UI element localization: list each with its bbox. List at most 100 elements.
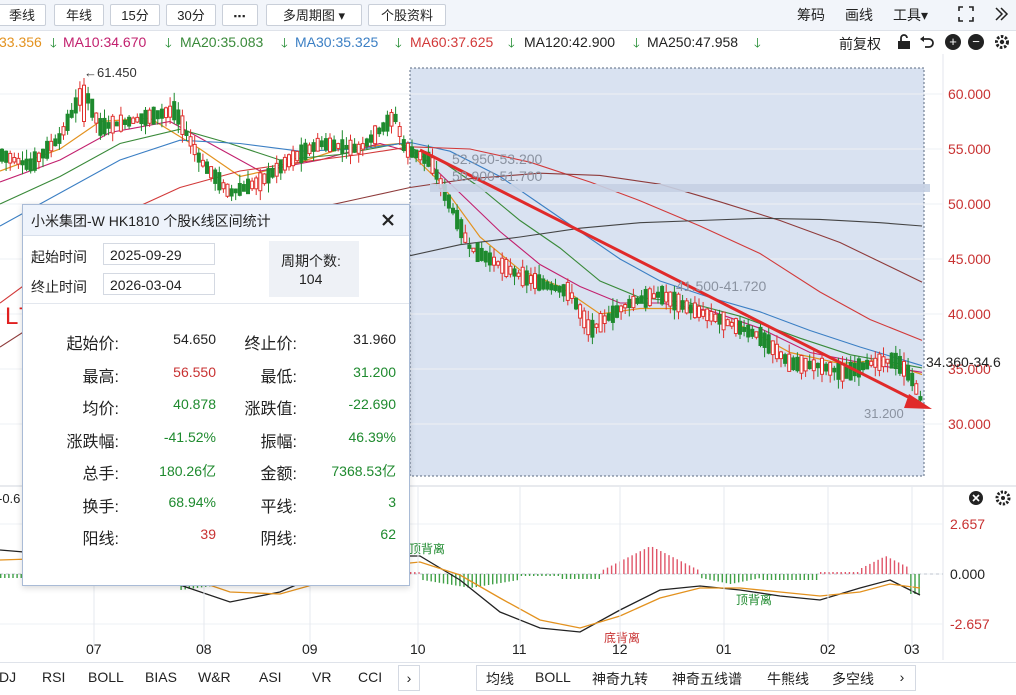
stats-panel-header: 小米集团-W HK1810 个股K线区间统计 bbox=[23, 205, 409, 236]
stat-value: 31.200 bbox=[353, 364, 396, 380]
ma120-value: MA120:42.900 bbox=[524, 34, 615, 50]
ma30-value: MA30:35.325 bbox=[295, 34, 378, 50]
tab-magic-nine[interactable]: 神奇九转 bbox=[592, 669, 648, 689]
interval-selection-area[interactable] bbox=[410, 68, 924, 476]
15min-button[interactable]: 15分 bbox=[110, 4, 160, 26]
multi-period-dropdown[interactable]: 多周期图 ▾ bbox=[266, 4, 362, 26]
settings-gear-icon[interactable] bbox=[994, 34, 1010, 50]
zoom-in-icon[interactable]: + bbox=[945, 34, 961, 50]
30min-button[interactable]: 30分 bbox=[166, 4, 216, 26]
stat-value: 46.39% bbox=[349, 429, 396, 445]
ma20-value: MA20:35.083 bbox=[180, 34, 263, 50]
stat-label: 终止价: bbox=[245, 330, 297, 354]
stat-value: 40.878 bbox=[173, 396, 216, 412]
tab-vr[interactable]: VR bbox=[312, 669, 331, 685]
expand-right-icon[interactable] bbox=[992, 5, 1010, 23]
ma-legend-bar: 33.356 🡓 MA10:34.670 🡓 MA20:35.083 🡓 MA3… bbox=[0, 31, 1016, 53]
macd-tick-label: 0.000 bbox=[950, 566, 985, 582]
draw-line-button[interactable]: 画线 bbox=[845, 4, 873, 26]
year-line-button[interactable]: 年线 bbox=[54, 4, 104, 26]
month-label: 11 bbox=[512, 641, 527, 657]
stat-value: 7368.53亿 bbox=[331, 461, 396, 481]
start-time-label: 起始时间 bbox=[31, 247, 87, 267]
tab-cci[interactable]: CCI bbox=[358, 669, 382, 685]
price-tick-label: 30.000 bbox=[948, 416, 991, 432]
month-label: 09 bbox=[302, 641, 318, 657]
stat-value: 31.960 bbox=[353, 331, 396, 347]
stat-label: 总手: bbox=[83, 460, 119, 484]
tab-wr[interactable]: W&R bbox=[198, 669, 231, 685]
macd-settings-icon[interactable] bbox=[997, 492, 1009, 504]
low-price-label: 31.200 bbox=[864, 406, 904, 421]
ma10-value: MA10:34.670 bbox=[63, 34, 146, 50]
price-tick-label: 60.000 bbox=[948, 86, 991, 102]
stat-value: 56.550 bbox=[173, 364, 216, 380]
stat-label: 阳线: bbox=[83, 525, 119, 549]
period-count-value: 104 bbox=[299, 271, 322, 287]
stock-profile-button[interactable]: 个股资料 bbox=[368, 4, 446, 26]
stat-label: 换手: bbox=[83, 493, 119, 517]
tools-dropdown[interactable]: 工具▾ bbox=[893, 4, 928, 26]
stat-value: 180.26亿 bbox=[159, 461, 216, 481]
fullscreen-icon[interactable] bbox=[957, 5, 975, 23]
macd-left-value: -0.6 bbox=[0, 491, 20, 506]
month-label: 02 bbox=[820, 641, 836, 657]
tab-boll[interactable]: BOLL bbox=[88, 669, 124, 685]
tab-asi[interactable]: ASI bbox=[259, 669, 282, 685]
period-count-label: 周期个数: bbox=[281, 251, 341, 271]
macd-tick-label: 2.657 bbox=[950, 516, 985, 532]
season-line-button[interactable]: 季线 bbox=[0, 4, 46, 26]
macd-tick-label: -2.657 bbox=[950, 616, 990, 632]
month-label: 01 bbox=[716, 641, 732, 657]
stat-label: 涨跌值: bbox=[245, 395, 297, 419]
stat-label: 最低: bbox=[261, 363, 297, 387]
tabs-right-next-icon[interactable]: › bbox=[888, 665, 916, 691]
stat-value: 3 bbox=[388, 494, 396, 510]
stat-label: 振幅: bbox=[261, 428, 297, 452]
macd-close-icon[interactable] bbox=[969, 491, 983, 505]
more-periods-button[interactable]: ▪▪▪ bbox=[222, 4, 258, 26]
tab-bull-bear-line[interactable]: 牛熊线 bbox=[767, 669, 809, 689]
stat-label: 起始价: bbox=[67, 330, 119, 354]
tab-boll-overlay[interactable]: BOLL bbox=[535, 669, 571, 685]
ma5-value: 33.356 bbox=[0, 34, 42, 50]
ma120-arrow-icon: 🡓 bbox=[633, 34, 640, 56]
undo-icon[interactable] bbox=[919, 34, 935, 50]
tab-kdj[interactable]: DJ bbox=[0, 669, 16, 685]
stat-label: 均价: bbox=[83, 395, 119, 419]
indicator-tab-bar: DJ RSI BOLL BIAS W&R ASI VR CCI › 均线 BOL… bbox=[0, 662, 1016, 695]
price-tick-label: 40.000 bbox=[948, 306, 991, 322]
ma5-arrow-icon: 🡓 bbox=[50, 34, 57, 56]
price-tick-label: 50.000 bbox=[948, 196, 991, 212]
end-time-field[interactable]: 2026-03-04 bbox=[103, 273, 215, 295]
lock-icon[interactable] bbox=[897, 34, 911, 50]
ma30-arrow-icon: 🡓 bbox=[395, 34, 402, 56]
close-panel-icon[interactable] bbox=[381, 213, 395, 227]
tab-rsi[interactable]: RSI bbox=[42, 669, 65, 685]
tabs-left-next-icon[interactable]: › bbox=[398, 665, 420, 691]
zoom-out-icon[interactable]: − bbox=[968, 34, 984, 50]
tab-moving-average[interactable]: 均线 bbox=[486, 669, 514, 689]
adjust-mode-button[interactable]: 前复权 bbox=[839, 34, 881, 54]
start-time-field[interactable]: 2025-09-29 bbox=[103, 243, 215, 265]
tab-long-short-line[interactable]: 多空线 bbox=[832, 669, 874, 689]
chips-button[interactable]: 筹码 bbox=[797, 4, 825, 26]
stat-value: 62 bbox=[380, 526, 396, 542]
stat-value: 39 bbox=[200, 526, 216, 542]
ma60-arrow-icon: 🡓 bbox=[508, 34, 515, 56]
stat-value: -22.690 bbox=[349, 396, 396, 412]
ma10-arrow-icon: 🡓 bbox=[165, 34, 172, 56]
range-label-2: 50.900-51.700 bbox=[452, 168, 543, 184]
tab-bias[interactable]: BIAS bbox=[145, 669, 177, 685]
period-count-box: 周期个数: 104 bbox=[269, 241, 359, 297]
month-label: 07 bbox=[86, 641, 102, 657]
stat-value: -41.52% bbox=[164, 429, 216, 445]
ma20-arrow-icon: 🡓 bbox=[281, 34, 288, 56]
month-label: 03 bbox=[904, 641, 920, 657]
range-label-1: 52.950-53.200 bbox=[452, 151, 543, 167]
month-label: 10 bbox=[410, 641, 426, 657]
price-tick-label: 45.000 bbox=[948, 251, 991, 267]
tab-magic-five-lines[interactable]: 神奇五线谱 bbox=[672, 669, 742, 689]
stat-label: 涨跌幅: bbox=[67, 428, 119, 452]
stat-label: 金额: bbox=[261, 460, 297, 484]
